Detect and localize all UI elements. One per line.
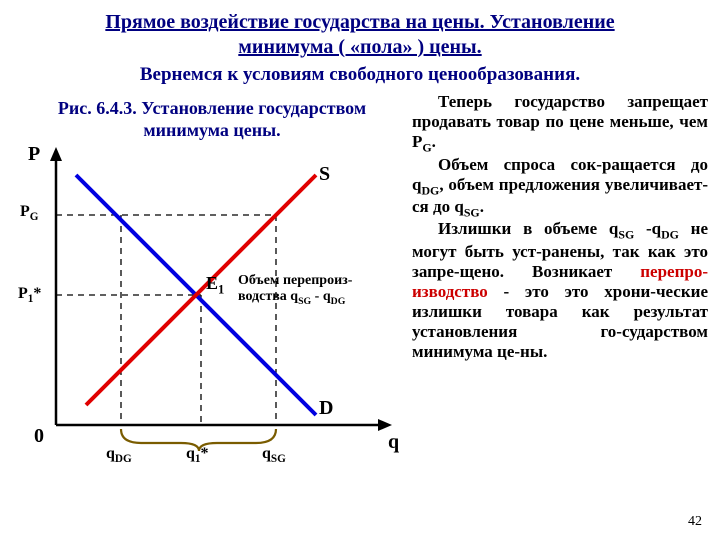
para-1: Теперь государство запрещает продавать т… [412,92,708,155]
para-2: Объем спроса сок-ращается до qDG, объем … [412,155,708,220]
figure-caption: Рис. 6.4.3. Установление государством ми… [12,92,412,145]
page-number: 42 [688,514,702,530]
subtitle: Вернемся к условиям свободного ценообраз… [0,60,720,86]
qsg-label: qSG [262,445,286,465]
overproduction-note: Объем перепроиз- водства qSG - qDG [238,273,378,307]
axis-label-origin: 0 [34,425,44,448]
body-text: Теперь государство запрещает продавать т… [412,92,708,465]
figure-caption-l2: минимума цены. [143,120,280,140]
content-area: Рис. 6.4.3. Установление государством ми… [0,86,720,465]
axis-label-q: q [388,431,399,454]
equilibrium-label: E1 [206,273,224,298]
title-line-1: Прямое воздействие государства на цены. … [105,11,614,33]
q1-label: q1* [186,445,209,465]
page-title: Прямое воздействие государства на цены. … [0,0,720,60]
qdg-label: qDG [106,445,132,465]
title-line-2: минимума ( «пола» ) цены. [238,36,481,58]
pg-label: PG [20,203,38,223]
supply-label: S [319,163,330,186]
figure-caption-l1: Рис. 6.4.3. Установление государством [58,98,366,118]
slide-page: Прямое воздействие государства на цены. … [0,0,720,540]
para-3: Излишки в объеме qSG -qDG не могут быть … [412,219,708,362]
demand-label: D [319,397,333,420]
axis-label-p: P [28,143,40,166]
p1-label: P1* [18,285,41,305]
supply-demand-chart: P q 0 PG P1* S D E1 qDG q1* [16,145,406,465]
figure-column: Рис. 6.4.3. Установление государством ми… [12,92,412,465]
